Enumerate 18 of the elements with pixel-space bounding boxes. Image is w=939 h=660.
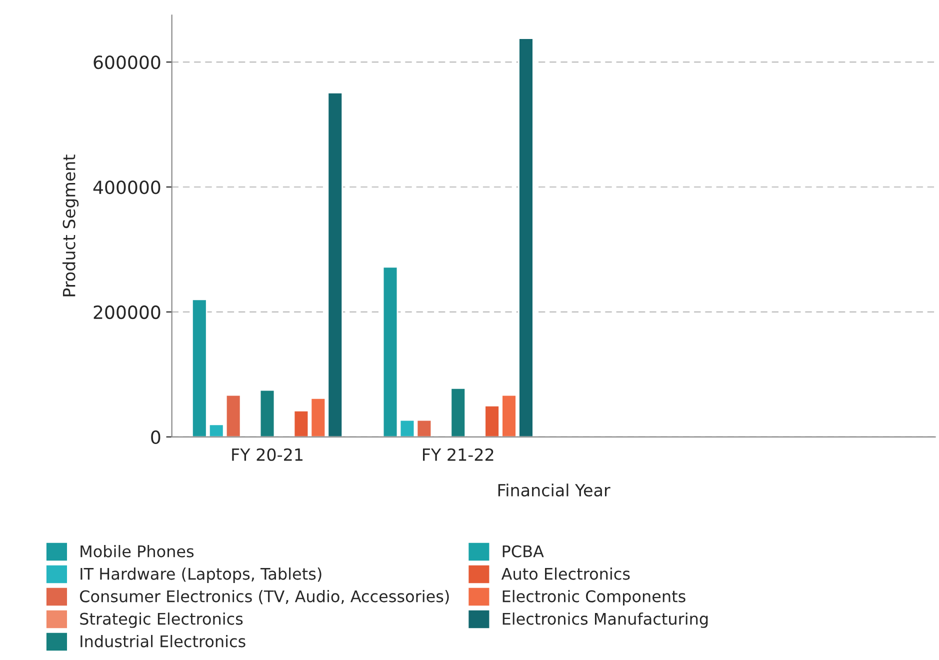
legend-label: Electronics Manufacturing [502,612,708,628]
y-tick-label: 600000 [94,56,160,70]
x-tick-label: FY 21-22 [423,448,494,461]
legend-label: IT Hardware (Laptops, Tablets) [80,567,322,583]
legend-label: Strategic Electronics [80,612,243,628]
legend-label: Consumer Electronics (TV, Audio, Accessories) [80,590,449,604]
legend-label: Auto Electronics [501,567,630,580]
legend-label: Electronic Components [502,590,686,606]
y-tick-label: 0 [151,430,160,444]
legend-label: Industrial Electronics [80,634,246,648]
y-tick-label: 400000 [93,180,160,194]
legend-label: Mobile Phones [80,545,194,558]
y-tick-label: 200000 [94,305,160,320]
bar [259,389,276,437]
x-axis-title: Financial Year [498,484,610,497]
legend-label: PCBA [502,545,544,558]
x-tick-label: FY 20-21 [232,448,302,461]
y-axis-title: Product Segment [62,154,79,296]
